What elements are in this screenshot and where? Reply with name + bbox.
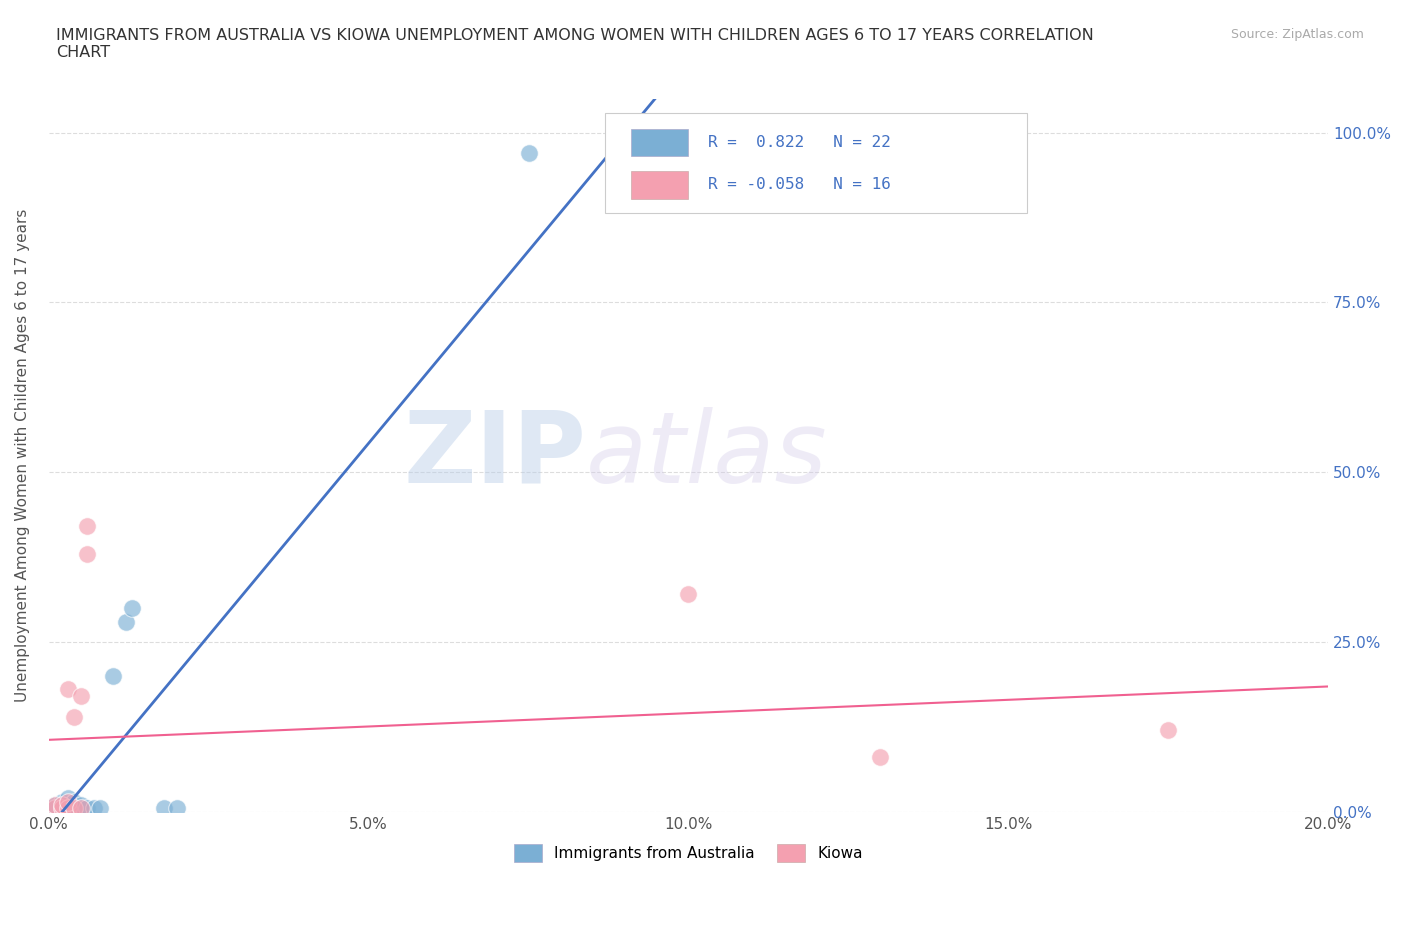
Point (678, 587, 700, 602)
Point (69, 689, 91, 704)
Point (76, 546, 98, 561)
Point (56, 794, 79, 809)
Point (51, 794, 73, 809)
Point (51, 801, 73, 816)
Point (76, 801, 98, 816)
Point (51, 801, 73, 816)
Point (56, 801, 79, 816)
Point (44, 801, 66, 816)
Text: Source: ZipAtlas.com: Source: ZipAtlas.com (1230, 28, 1364, 41)
Point (166, 801, 188, 816)
Point (51, 797, 73, 812)
Point (44, 797, 66, 812)
Point (69, 801, 91, 816)
Text: ZIP: ZIP (404, 406, 586, 504)
Point (63, 801, 86, 816)
Point (121, 601, 143, 616)
Point (101, 669, 124, 684)
Point (69, 801, 91, 816)
Bar (631, 128, 689, 155)
Point (89, 801, 111, 816)
Point (44, 797, 66, 812)
Point (63, 710, 86, 724)
Point (44, 801, 66, 816)
Point (56, 797, 79, 812)
Point (69, 797, 91, 812)
Point (114, 614, 136, 629)
Point (56, 801, 79, 816)
Text: atlas: atlas (586, 406, 828, 504)
Text: R = -0.058   N = 16: R = -0.058 N = 16 (707, 178, 890, 193)
Y-axis label: Unemployment Among Women with Children Ages 6 to 17 years: Unemployment Among Women with Children A… (15, 208, 30, 702)
Text: IMMIGRANTS FROM AUSTRALIA VS KIOWA UNEMPLOYMENT AMONG WOMEN WITH CHILDREN AGES 6: IMMIGRANTS FROM AUSTRALIA VS KIOWA UNEMP… (56, 28, 1094, 60)
Point (63, 801, 86, 816)
Point (56, 682, 79, 697)
Point (153, 801, 176, 816)
Point (869, 750, 891, 764)
Point (51, 797, 73, 812)
Point (56, 790, 79, 805)
Point (645, 146, 668, 161)
Legend: Immigrants from Australia, Kiowa: Immigrants from Australia, Kiowa (508, 838, 869, 869)
Text: R =  0.822   N = 22: R = 0.822 N = 22 (707, 135, 890, 150)
Point (1157, 723, 1180, 737)
Point (63, 794, 86, 809)
Point (517, 146, 540, 161)
FancyBboxPatch shape (606, 113, 1028, 213)
Point (76, 519, 98, 534)
Bar (631, 171, 689, 198)
Point (83, 801, 105, 816)
